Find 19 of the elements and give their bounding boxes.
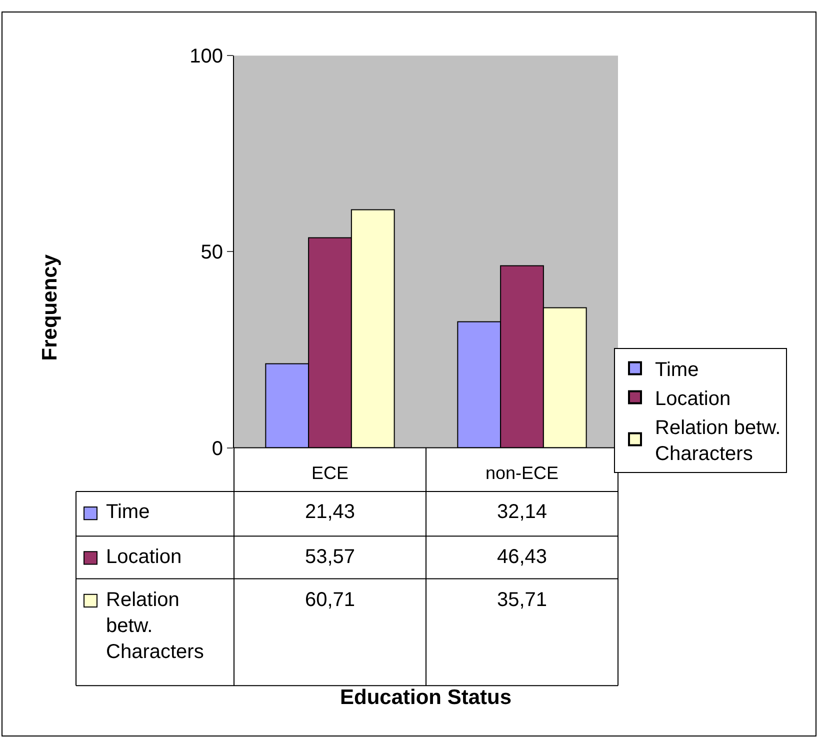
y-tick-label: 0 <box>212 438 223 460</box>
text: Location <box>106 546 182 568</box>
x-tick-label: ECE <box>311 462 349 483</box>
data-label: 32,14 <box>497 501 548 523</box>
text: Education Status <box>340 686 512 709</box>
legend-label: Relation betw. Characters <box>655 417 781 466</box>
data-label: 53,57 <box>305 546 356 568</box>
data-label: 60,71 <box>305 589 356 611</box>
text: Time <box>655 359 699 382</box>
x-tick-label: non-ECE <box>485 462 559 483</box>
legend-label: Time <box>106 501 150 523</box>
y-tick-label: 100 <box>190 46 223 68</box>
text: Frequency <box>38 254 62 361</box>
data-label: 35,71 <box>497 589 548 611</box>
legend-label: Location <box>655 388 731 410</box>
data-label: 46,43 <box>497 546 548 568</box>
y-tick-label: 50 <box>200 242 223 264</box>
text: Relation betw. Characters <box>106 589 204 663</box>
data-label: 21,43 <box>305 501 356 523</box>
